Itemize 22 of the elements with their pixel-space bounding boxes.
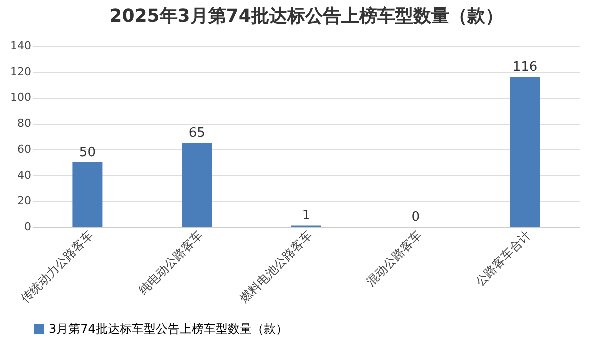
y-tick-label: 80 bbox=[18, 117, 32, 130]
x-tick-label: 混动公路客车 bbox=[364, 228, 424, 289]
x-tick-label: 燃料电池公路客车 bbox=[237, 228, 315, 306]
data-label: 65 bbox=[188, 126, 206, 141]
chart-title: 2025年3月第74批达标公告上榜车型数量（款） bbox=[110, 6, 504, 27]
y-tick-label: 100 bbox=[10, 91, 32, 104]
x-tick-label: 纯电动公路客车 bbox=[136, 228, 206, 298]
data-label: 0 bbox=[412, 210, 420, 225]
y-tick-label: 20 bbox=[18, 194, 32, 208]
y-tick-label: 0 bbox=[24, 220, 32, 234]
bar bbox=[182, 142, 212, 227]
y-tick-label: 60 bbox=[18, 142, 32, 156]
data-label: 50 bbox=[79, 145, 96, 160]
bar bbox=[510, 77, 540, 227]
bar bbox=[72, 162, 103, 227]
y-tick-label: 120 bbox=[10, 65, 32, 78]
data-label: 116 bbox=[512, 60, 538, 76]
legend-label: 3月第74批达标车型公告上榜车型数量（款） bbox=[49, 322, 288, 336]
data-label: 1 bbox=[302, 208, 311, 224]
y-tick-label: 140 bbox=[10, 40, 32, 52]
y-tick-label: 40 bbox=[18, 168, 32, 182]
x-tick-label: 公路客车合计 bbox=[472, 228, 534, 289]
